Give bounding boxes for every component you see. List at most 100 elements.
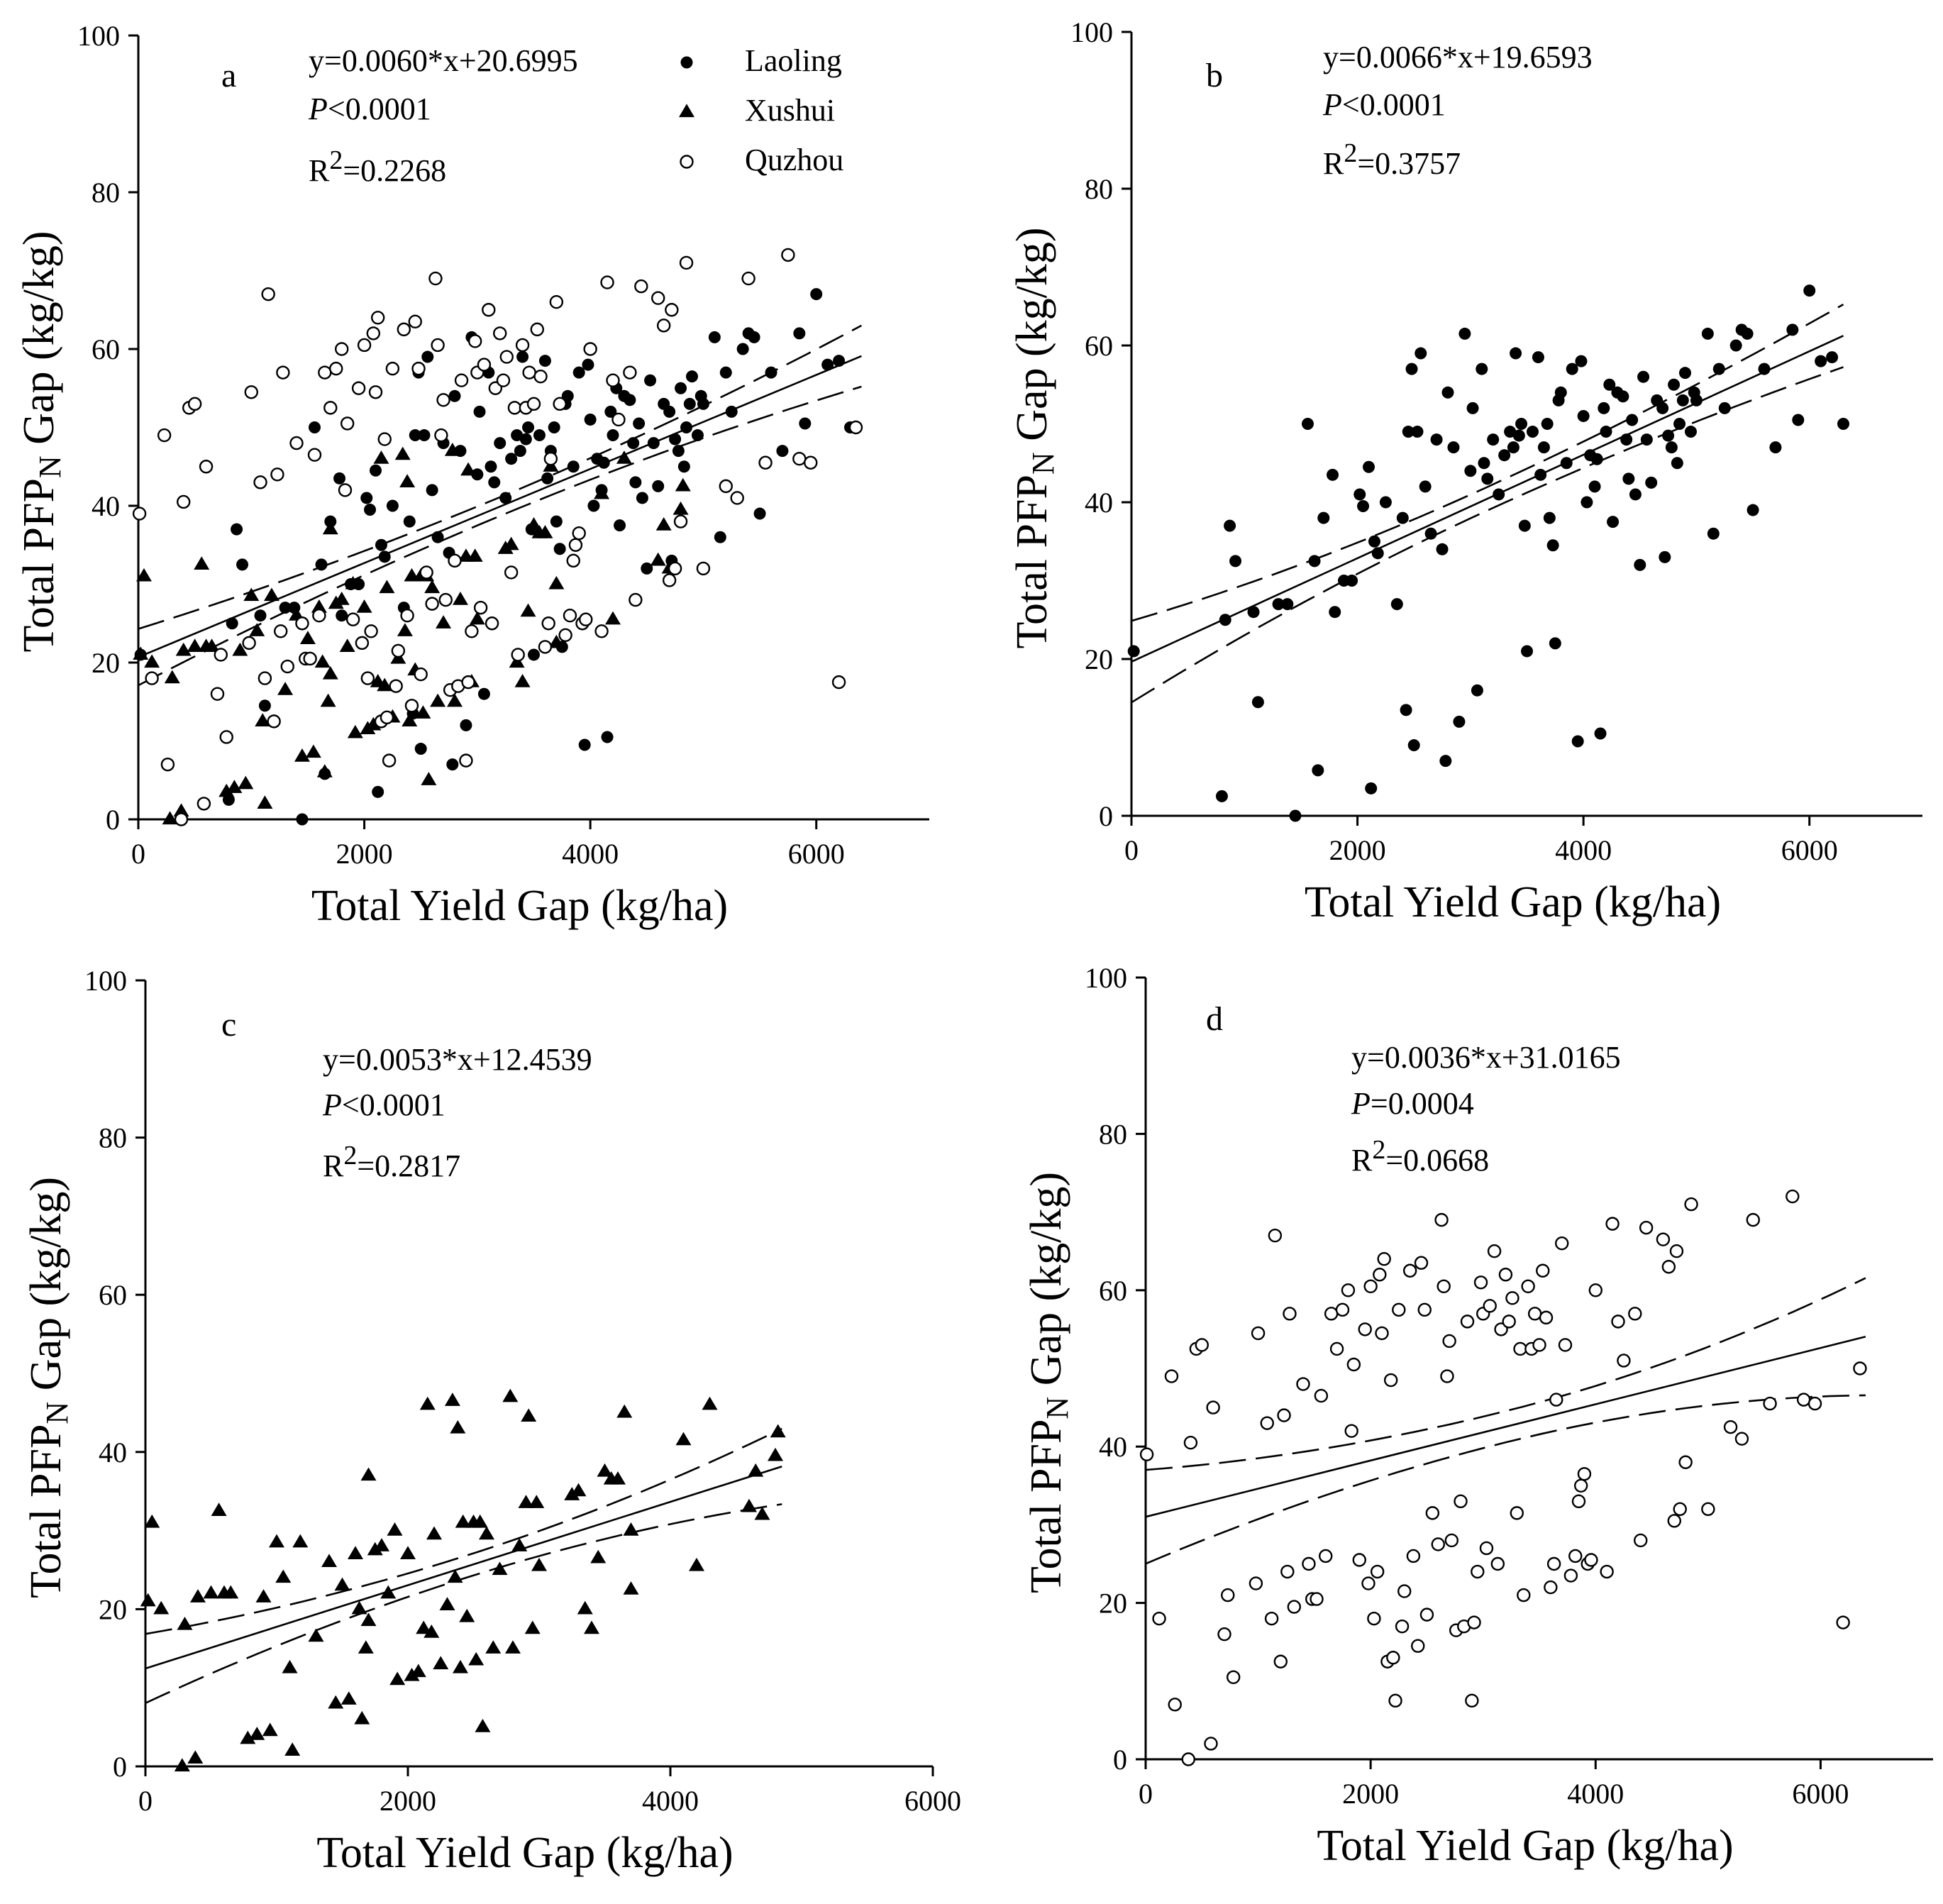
data-point <box>1526 426 1539 438</box>
data-point-d <box>145 671 159 685</box>
y-tick-label: 80 <box>92 177 120 209</box>
data-point <box>1152 1611 1166 1626</box>
data-point-b <box>448 389 461 402</box>
data-point <box>1301 418 1314 430</box>
y-axis-title-suffix: Gap (kg/kg) <box>22 1177 70 1402</box>
x-tick-label: 4000 <box>562 838 619 870</box>
data-point-d <box>391 643 406 658</box>
r-squared-superscript: 2 <box>329 145 343 175</box>
data-point-d <box>629 592 643 607</box>
data-point <box>1287 1600 1302 1614</box>
data-point <box>424 1625 440 1638</box>
data-point <box>1183 1435 1198 1450</box>
data-point <box>1629 488 1642 501</box>
data-point-c <box>164 670 180 684</box>
data-point <box>511 1538 528 1551</box>
data-points <box>140 1388 786 1772</box>
data-point-b <box>719 366 732 379</box>
data-point-d <box>303 651 317 666</box>
y-tick-label: 20 <box>92 647 120 679</box>
data-point <box>1546 539 1559 552</box>
data-point-d <box>214 648 228 662</box>
data-point-d <box>270 467 284 482</box>
data-point-b <box>584 413 597 426</box>
confidence-band-upper <box>1145 1277 1866 1471</box>
data-point-b <box>370 464 382 477</box>
y-tick-label: 60 <box>99 1279 127 1311</box>
r-squared-label: R <box>309 153 330 188</box>
data-point <box>468 1651 485 1666</box>
r-squared: R2=0.2817 <box>323 1141 460 1183</box>
data-point-c <box>255 713 271 726</box>
y-axis-title-subscript: N <box>40 1402 74 1424</box>
data-point-b <box>629 476 642 489</box>
data-point-d <box>323 401 338 415</box>
data-point <box>1617 1354 1631 1368</box>
data-point-d <box>522 365 536 380</box>
data-point-d <box>364 624 378 638</box>
data-point-d <box>526 397 541 411</box>
y-tick-label: 0 <box>1099 800 1113 832</box>
data-point-b <box>488 476 501 489</box>
y-tick-label: 100 <box>84 965 127 997</box>
data-point-d <box>219 730 233 744</box>
data-point <box>1397 1584 1412 1598</box>
data-point <box>1466 402 1479 414</box>
data-point <box>505 1640 521 1654</box>
data-point-c <box>444 443 460 456</box>
data-point-b <box>254 609 267 622</box>
data-point <box>689 1557 704 1571</box>
data-point <box>1379 496 1392 509</box>
data-point <box>1370 1564 1385 1579</box>
data-point-c <box>173 803 189 817</box>
y-tick-label: 0 <box>113 1751 127 1783</box>
data-point <box>1441 386 1454 399</box>
data-point-d <box>579 612 593 626</box>
data-point <box>1571 1494 1586 1509</box>
p-value-text: =0.0004 <box>1371 1086 1474 1121</box>
data-point-d <box>261 287 275 301</box>
data-point <box>1662 429 1675 442</box>
data-point <box>1656 402 1669 414</box>
data-point <box>387 1522 403 1536</box>
data-point <box>1164 1369 1179 1383</box>
data-point <box>1510 1506 1524 1520</box>
data-point <box>1471 684 1483 697</box>
data-point <box>1712 362 1725 375</box>
data-point-b <box>421 350 434 363</box>
data-point-c <box>356 599 372 613</box>
data-point <box>1268 1228 1283 1243</box>
data-point <box>1439 755 1452 768</box>
data-point <box>1701 1502 1715 1517</box>
data-point <box>1402 426 1415 438</box>
data-point-b <box>516 350 529 363</box>
y-axis-title-subscript: N <box>1040 1397 1075 1419</box>
data-point-c <box>548 575 565 590</box>
data-point <box>1546 1556 1561 1571</box>
data-point-b <box>528 648 540 661</box>
x-tick-label: 6000 <box>904 1785 961 1817</box>
data-point-d <box>558 628 572 643</box>
data-point-c <box>394 446 411 460</box>
data-point <box>348 1546 363 1559</box>
data-point <box>1640 433 1653 446</box>
data-point <box>590 1549 607 1563</box>
data-point-b <box>691 429 704 442</box>
data-point <box>1747 504 1759 516</box>
data-point <box>1411 426 1424 438</box>
data-point-d <box>758 455 773 470</box>
data-point <box>1571 735 1584 748</box>
data-point-b <box>446 758 459 771</box>
data-point-d <box>477 358 492 372</box>
data-point-b <box>582 358 594 371</box>
data-point <box>1588 1283 1602 1297</box>
x-tick-label: 4000 <box>642 1785 699 1817</box>
legend-marker-laoling <box>680 56 693 69</box>
p-value: P=0.0004 <box>1351 1086 1474 1121</box>
data-point <box>1723 1419 1738 1434</box>
data-point-b <box>607 429 619 442</box>
data-point <box>1264 1611 1279 1626</box>
data-point <box>1718 402 1731 414</box>
data-point-d <box>414 667 428 682</box>
data-point <box>1251 1326 1266 1341</box>
